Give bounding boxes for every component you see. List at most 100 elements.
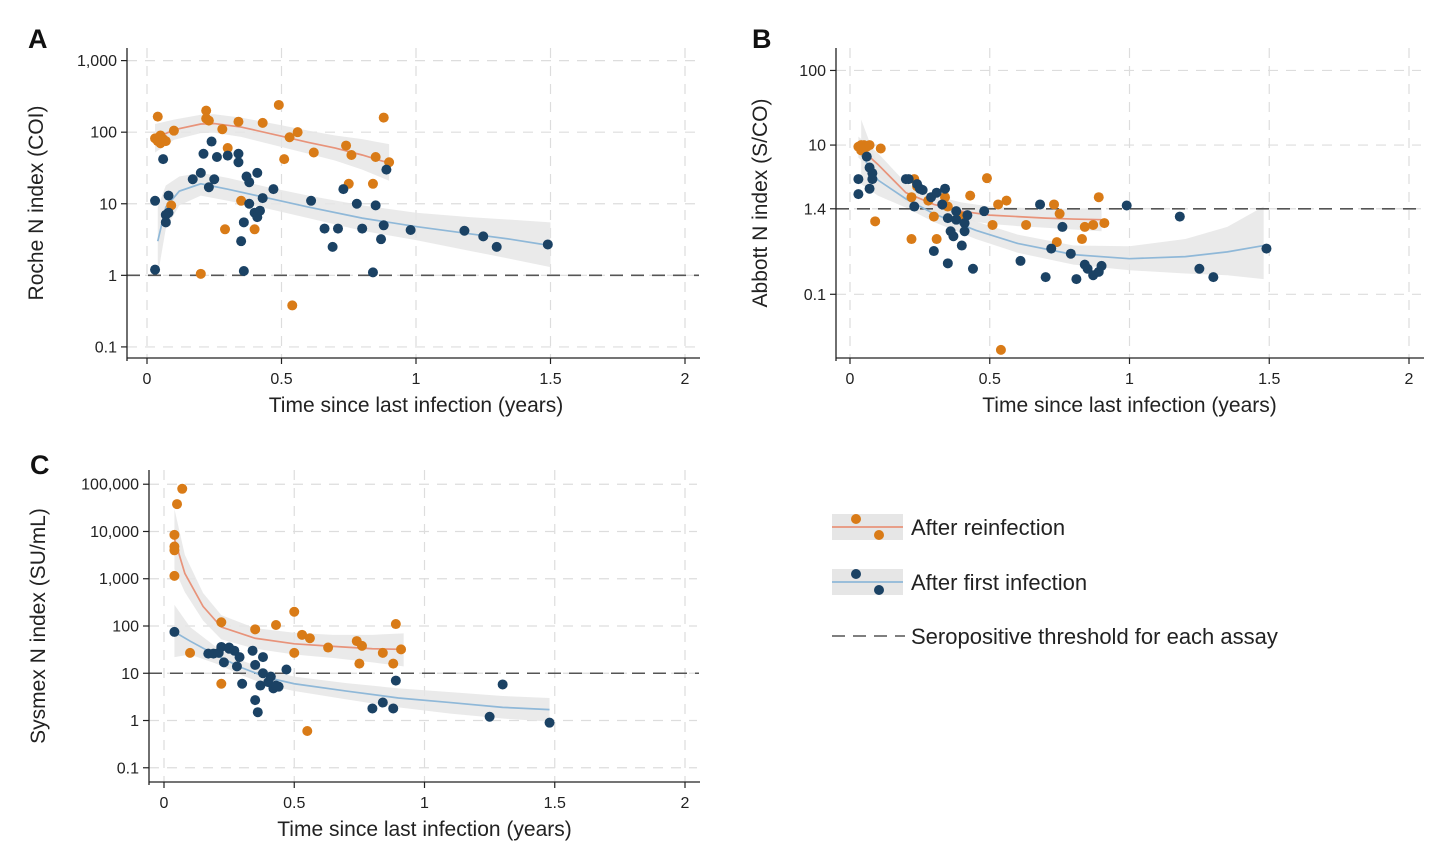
data-point-first [940,183,951,194]
data-point-reinfection [388,658,399,669]
data-point-reinfection [201,105,212,116]
data-point-first [257,668,268,679]
data-point-reinfection [250,624,261,635]
data-point-first [357,223,368,234]
data-point-first [959,218,970,229]
data-point-reinfection [249,224,260,235]
data-point-reinfection [367,178,378,189]
data-point-first [1065,248,1076,259]
x-tick-label: 1.5 [1258,371,1280,388]
data-point-reinfection [993,199,1004,210]
x-tick-label: 1 [1125,371,1134,388]
data-point-first [861,151,872,162]
data-point-reinfection [870,216,881,227]
data-point-reinfection [323,642,334,653]
trend-line-first [860,153,1264,260]
x-axis-title: Time since last infection (years) [982,394,1276,417]
data-point-reinfection [1099,218,1110,229]
data-point-first [1174,211,1185,222]
data-point-first [1071,274,1082,285]
data-point-first [390,675,401,686]
panel-label: C [30,450,50,480]
data-point-first [942,258,953,269]
confidence-band-reinfection [174,508,404,667]
data-point-first [497,679,508,690]
data-point-first [1046,243,1057,254]
confidence-band-first [174,604,550,722]
legend-item-first: After first infection [832,569,1087,595]
legend-point-swatch [851,569,861,579]
data-point-first [937,199,948,210]
x-tick-label: 1 [412,371,421,388]
legend-point-swatch [874,530,884,540]
data-point-first [1208,272,1219,283]
y-tick-label: 100,000 [81,477,139,494]
data-point-first [195,167,206,178]
data-point-first [491,241,502,252]
data-point-first [381,164,392,175]
data-point-reinfection [302,726,313,737]
data-point-reinfection [257,117,268,128]
data-point-reinfection [233,116,244,127]
data-point-first [1015,255,1026,266]
data-point-first [959,226,970,237]
y-tick-label: 1 [108,268,117,285]
data-point-reinfection [1021,219,1032,230]
data-point-first [917,184,928,195]
x-tick-label: 2 [681,795,690,812]
confidence-band-reinfection [155,114,390,181]
data-point-first [250,659,261,670]
data-point-reinfection [160,136,171,147]
data-point-first [942,213,953,224]
data-point-reinfection [236,195,247,206]
data-point-first [198,148,209,159]
data-point-first [1261,243,1272,254]
data-point-reinfection [1088,219,1099,230]
x-tick-label: 0.5 [270,371,292,388]
data-point-reinfection [292,127,303,138]
data-point-first [979,206,990,217]
data-point-reinfection [168,125,179,136]
legend-label: After reinfection [911,515,1065,540]
data-point-reinfection [216,678,227,689]
data-point-first [306,195,317,206]
data-point-first [367,267,378,278]
x-tick-label: 0 [846,371,855,388]
data-point-first [237,678,248,689]
y-axis-title: Abbott N index (S/CO) [749,99,772,308]
data-point-reinfection [203,115,214,126]
data-point-first [238,217,249,228]
legend-item-reinfection: After reinfection [832,514,1065,540]
data-point-reinfection [378,112,389,123]
data-point-first [265,671,276,682]
data-point-reinfection [284,132,295,143]
y-tick-label: 10 [121,666,139,683]
y-axis-title: Roche N index (COI) [25,106,48,301]
data-point-first [233,157,244,168]
data-point-reinfection [287,300,298,311]
data-point-first [203,182,214,193]
legend-item-threshold: Seropositive threshold for each assay [832,624,1278,649]
data-point-reinfection [931,234,942,245]
data-point-reinfection [289,606,300,617]
data-point-first [853,189,864,200]
data-point-first [542,239,553,250]
data-point-first [238,265,249,276]
y-tick-label: 0.1 [95,339,117,356]
data-point-first [252,167,263,178]
x-axis-title: Time since last infection (years) [277,818,571,841]
data-point-first [281,664,292,675]
data-point-first [236,236,247,247]
data-point-reinfection [217,124,228,135]
legend-label: Seropositive threshold for each assay [911,624,1278,649]
data-point-first [250,695,261,706]
y-tick-label: 1,000 [77,53,117,70]
y-tick-label: 100 [799,63,826,80]
data-point-reinfection [346,149,357,160]
data-point-reinfection [308,147,319,158]
data-point-first [150,195,161,206]
data-point-reinfection [177,483,188,494]
data-point-first [376,234,387,245]
data-point-reinfection [297,629,308,640]
data-point-reinfection [273,99,284,110]
